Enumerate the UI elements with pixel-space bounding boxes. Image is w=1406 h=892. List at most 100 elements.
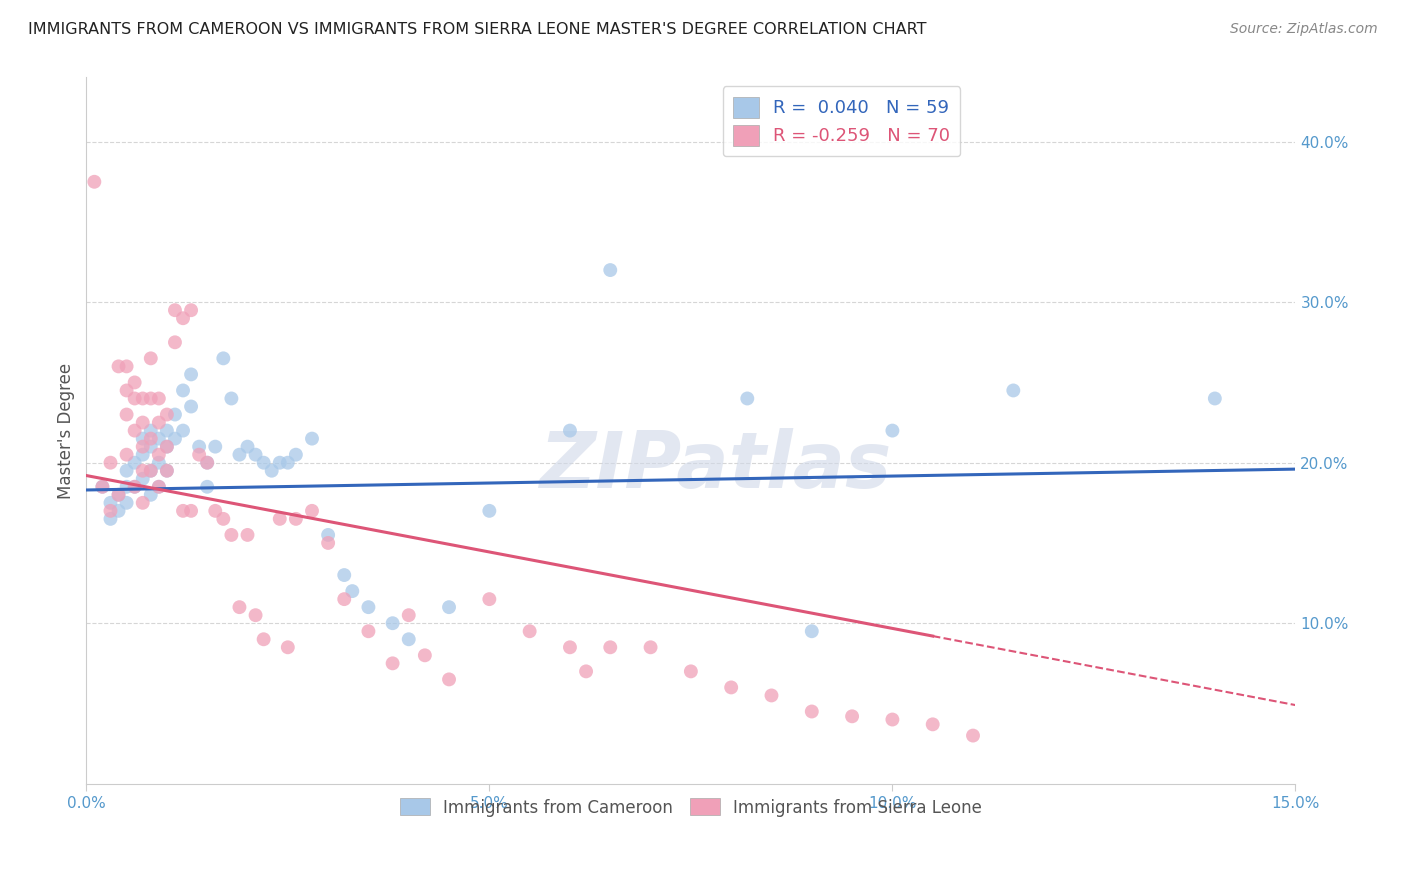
- Point: [437, 600, 460, 615]
- Point: [139, 392, 162, 406]
- Point: [228, 600, 250, 615]
- Point: [245, 608, 267, 623]
- Point: [148, 432, 170, 446]
- Point: [204, 504, 226, 518]
- Point: [172, 504, 194, 518]
- Point: [398, 608, 420, 623]
- Point: [212, 351, 235, 366]
- Point: [180, 368, 202, 382]
- Point: [357, 624, 380, 639]
- Point: [132, 416, 155, 430]
- Point: [195, 456, 218, 470]
- Point: [163, 432, 186, 446]
- Point: [139, 440, 162, 454]
- Point: [100, 496, 122, 510]
- Point: [253, 456, 276, 470]
- Point: [156, 424, 179, 438]
- Point: [221, 528, 243, 542]
- Point: [679, 665, 702, 679]
- Point: [115, 480, 138, 494]
- Point: [107, 504, 129, 518]
- Point: [841, 709, 863, 723]
- Point: [139, 432, 162, 446]
- Point: [188, 448, 211, 462]
- Point: [333, 592, 356, 607]
- Point: [156, 464, 179, 478]
- Point: [599, 640, 621, 655]
- Point: [558, 424, 581, 438]
- Point: [478, 592, 501, 607]
- Point: [115, 464, 138, 478]
- Point: [156, 408, 179, 422]
- Point: [180, 303, 202, 318]
- Point: [172, 384, 194, 398]
- Point: [132, 432, 155, 446]
- Y-axis label: Master's Degree: Master's Degree: [58, 362, 75, 499]
- Legend: Immigrants from Cameroon, Immigrants from Sierra Leone: Immigrants from Cameroon, Immigrants fro…: [391, 790, 990, 825]
- Point: [180, 400, 202, 414]
- Point: [245, 448, 267, 462]
- Point: [172, 311, 194, 326]
- Point: [800, 624, 823, 639]
- Point: [381, 657, 404, 671]
- Point: [284, 448, 307, 462]
- Point: [260, 464, 283, 478]
- Point: [172, 424, 194, 438]
- Text: IMMIGRANTS FROM CAMEROON VS IMMIGRANTS FROM SIERRA LEONE MASTER'S DEGREE CORRELA: IMMIGRANTS FROM CAMEROON VS IMMIGRANTS F…: [28, 22, 927, 37]
- Point: [132, 496, 155, 510]
- Point: [575, 665, 598, 679]
- Point: [124, 392, 146, 406]
- Point: [269, 456, 291, 470]
- Point: [381, 616, 404, 631]
- Point: [163, 303, 186, 318]
- Point: [139, 488, 162, 502]
- Point: [163, 408, 186, 422]
- Point: [132, 440, 155, 454]
- Point: [100, 504, 122, 518]
- Point: [921, 717, 943, 731]
- Point: [139, 424, 162, 438]
- Point: [357, 600, 380, 615]
- Point: [253, 632, 276, 647]
- Point: [1204, 392, 1226, 406]
- Point: [236, 440, 259, 454]
- Point: [277, 456, 299, 470]
- Point: [124, 480, 146, 494]
- Point: [148, 480, 170, 494]
- Point: [761, 689, 783, 703]
- Point: [882, 424, 904, 438]
- Point: [195, 480, 218, 494]
- Point: [1002, 384, 1025, 398]
- Point: [228, 448, 250, 462]
- Point: [132, 472, 155, 486]
- Point: [124, 480, 146, 494]
- Point: [132, 464, 155, 478]
- Point: [398, 632, 420, 647]
- Point: [195, 456, 218, 470]
- Point: [124, 456, 146, 470]
- Point: [478, 504, 501, 518]
- Point: [269, 512, 291, 526]
- Point: [519, 624, 541, 639]
- Point: [156, 464, 179, 478]
- Point: [115, 359, 138, 374]
- Point: [437, 673, 460, 687]
- Point: [107, 488, 129, 502]
- Point: [91, 480, 114, 494]
- Point: [599, 263, 621, 277]
- Point: [720, 681, 742, 695]
- Point: [148, 480, 170, 494]
- Point: [115, 448, 138, 462]
- Point: [236, 528, 259, 542]
- Point: [139, 464, 162, 478]
- Point: [115, 384, 138, 398]
- Point: [132, 392, 155, 406]
- Point: [148, 416, 170, 430]
- Point: [284, 512, 307, 526]
- Point: [107, 359, 129, 374]
- Point: [221, 392, 243, 406]
- Point: [316, 536, 339, 550]
- Point: [100, 456, 122, 470]
- Point: [115, 408, 138, 422]
- Point: [124, 424, 146, 438]
